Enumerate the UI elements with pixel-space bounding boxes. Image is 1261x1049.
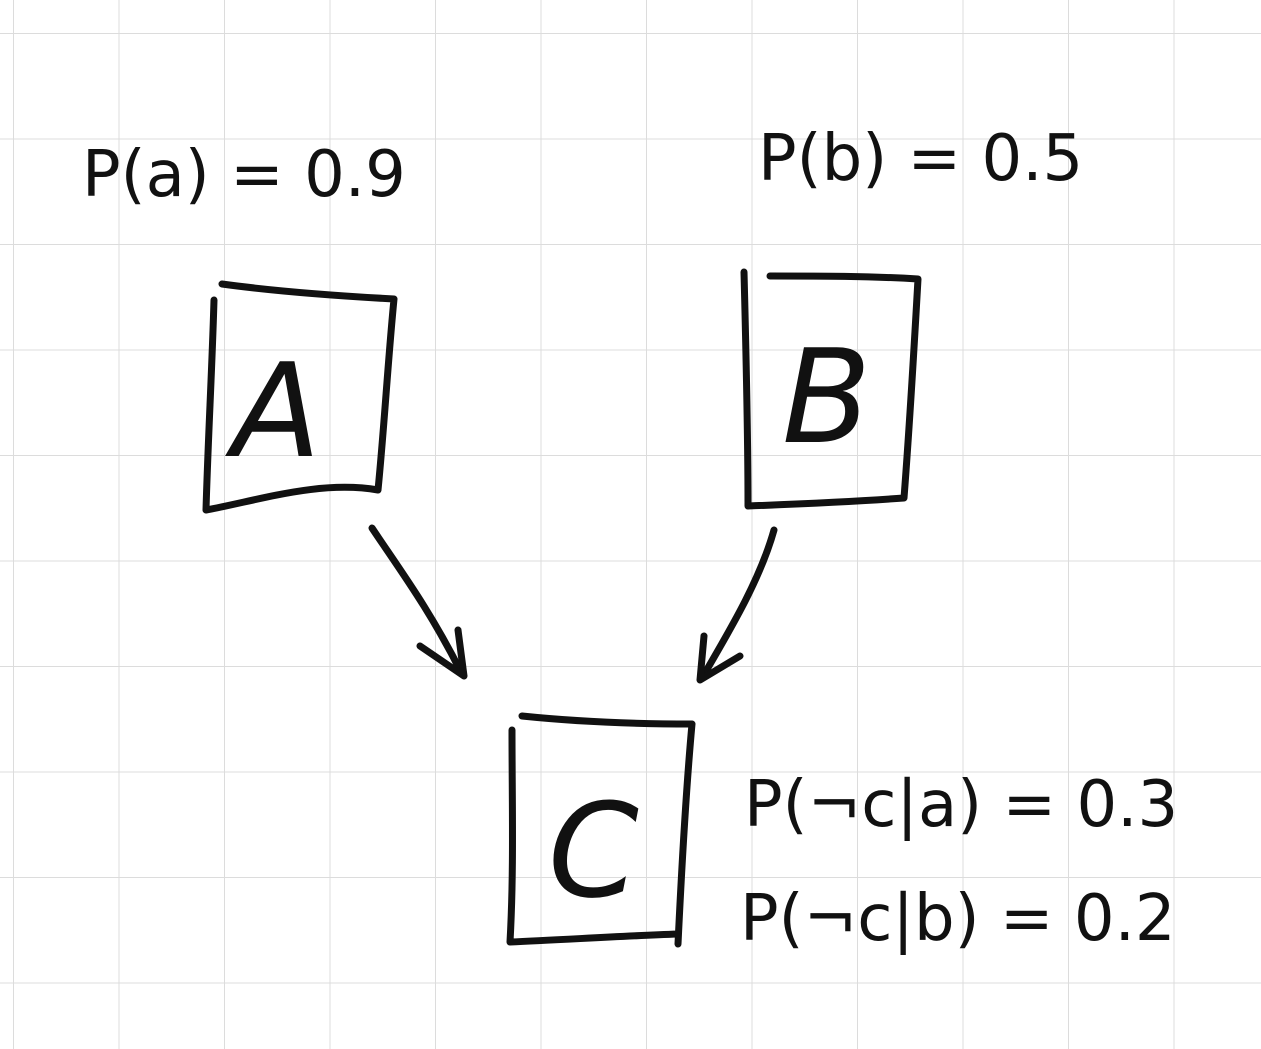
edge-b-to-c-arrowhead <box>696 632 744 684</box>
node-b: B <box>740 268 922 510</box>
node-c: C <box>506 712 696 948</box>
node-b-box <box>740 268 922 510</box>
prior-b-label: P(b) = 0.5 <box>758 122 1083 196</box>
edge-b-to-c <box>696 526 778 684</box>
node-c-letter: C <box>548 775 639 927</box>
node-a: A <box>202 280 398 514</box>
node-b-letter: B <box>782 321 871 473</box>
cond-c-given-b-label: P(¬c|b) = 0.2 <box>740 882 1176 956</box>
prior-a-label: P(a) = 0.9 <box>82 138 406 212</box>
node-c-box <box>506 712 696 948</box>
edge-a-to-c-line <box>368 524 466 678</box>
cond-c-given-a-label: P(¬c|a) = 0.3 <box>744 768 1178 842</box>
edge-b-to-c-line <box>698 526 778 682</box>
edge-a-to-c <box>368 524 468 680</box>
node-a-letter: A <box>225 335 321 487</box>
edge-a-to-c-arrowhead <box>416 626 468 680</box>
node-a-box <box>202 280 398 514</box>
